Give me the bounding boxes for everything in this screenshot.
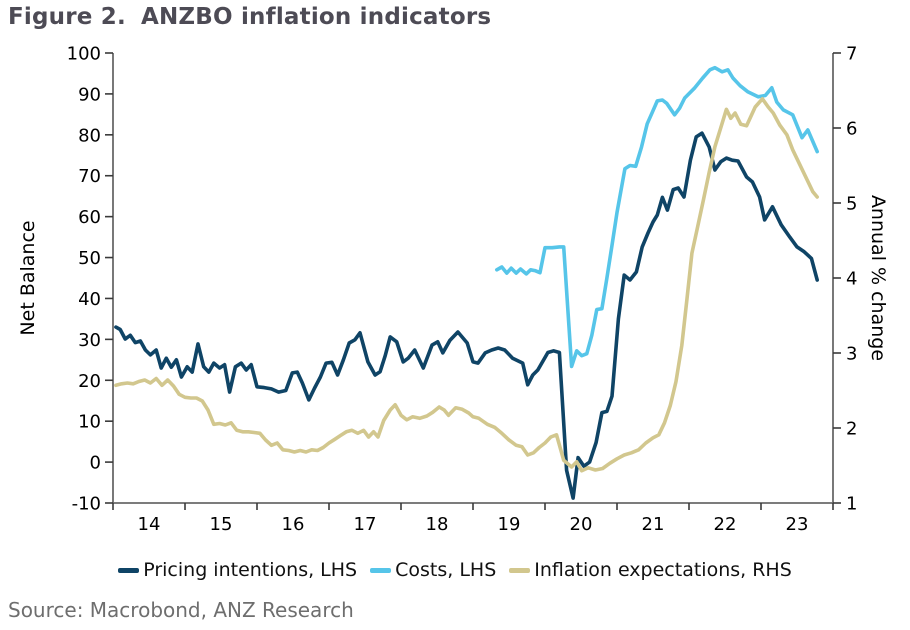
left-axis-tick-label: 10 xyxy=(78,412,101,433)
right-axis-title: Annual % change xyxy=(867,195,889,361)
series-line-0 xyxy=(114,131,820,500)
left-axis-tick-label: 30 xyxy=(78,330,101,351)
left-axis-tick-label: 20 xyxy=(78,371,101,392)
left-axis-title: Net Balance xyxy=(17,220,39,335)
legend-label: Pricing intentions, LHS xyxy=(143,559,358,581)
legend: Pricing intentions, LHS Costs, LHS Inflati… xyxy=(0,559,910,581)
x-axis-tick-label: 22 xyxy=(714,514,737,535)
x-axis-tick-label: 18 xyxy=(426,514,449,535)
left-axis-tick-label: 90 xyxy=(78,84,101,105)
left-axis-tick-label: 0 xyxy=(90,453,101,474)
x-axis-tick-label: 21 xyxy=(642,514,665,535)
figure-label: Figure 2. xyxy=(8,4,126,30)
source-note: Source: Macrobond, ANZ Research xyxy=(8,598,354,622)
x-axis-tick-label: 23 xyxy=(786,514,809,535)
left-axis-tick-label: -10 xyxy=(72,494,101,515)
x-axis-tick-label: 15 xyxy=(210,514,233,535)
left-axis-tick-label: 70 xyxy=(78,166,101,187)
x-axis-tick-label: 14 xyxy=(138,514,161,535)
legend-label: Costs, LHS xyxy=(395,559,497,581)
series-line-2 xyxy=(114,97,820,473)
right-axis-tick-label: 7 xyxy=(846,44,857,65)
x-axis-tick-label: 20 xyxy=(570,514,593,535)
right-axis-tick-label: 3 xyxy=(846,344,857,365)
x-axis-tick-label: 16 xyxy=(282,514,305,535)
right-axis-tick-label: 2 xyxy=(846,419,857,440)
left-axis-tick-label: 50 xyxy=(78,248,101,269)
right-axis-tick-label: 4 xyxy=(846,269,857,290)
left-axis-tick-label: 100 xyxy=(67,44,101,65)
legend-dash-icon xyxy=(118,567,140,573)
legend-item-2: Inflation expectations, RHS xyxy=(509,559,792,581)
left-axis-tick-label: 40 xyxy=(78,289,101,310)
legend-item-1: Costs, LHS xyxy=(370,559,496,581)
right-axis-tick-label: 6 xyxy=(846,119,857,140)
x-axis-tick-label: 19 xyxy=(498,514,521,535)
left-axis-tick-label: 60 xyxy=(78,207,101,228)
legend-label: Inflation expectations, RHS xyxy=(534,559,792,581)
series-line-1 xyxy=(494,65,820,369)
left-axis-tick-label: 80 xyxy=(78,125,101,146)
legend-dash-icon xyxy=(509,567,531,573)
figure-title: Figure 2. ANZBO inflation indicators xyxy=(8,4,491,30)
right-axis-tick-label: 1 xyxy=(846,494,857,515)
right-axis-tick-label: 5 xyxy=(846,194,857,215)
legend-item-0: Pricing intentions, LHS xyxy=(118,559,357,581)
legend-dash-icon xyxy=(370,567,392,573)
x-axis-tick-label: 17 xyxy=(354,514,377,535)
figure-title-text: ANZBO inflation indicators xyxy=(140,4,492,30)
